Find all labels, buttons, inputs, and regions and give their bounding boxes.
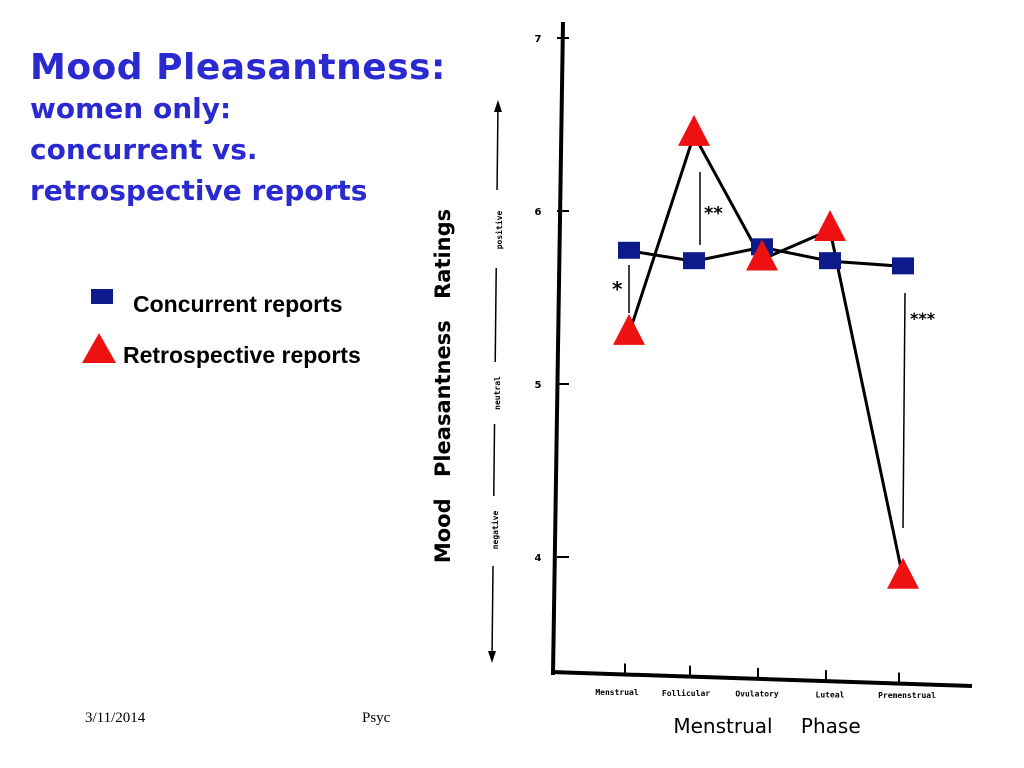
y-tick-label: 5: [535, 380, 542, 391]
anchor-negative-label: negative: [490, 511, 500, 550]
x-axis-label: Menstrual Phase: [673, 714, 860, 738]
x-tick-label: Menstrual: [595, 688, 639, 697]
legend-retrospective-label: Retrospective reports: [123, 342, 361, 368]
y-tick-label: 7: [535, 34, 542, 45]
anchor-scale-arrow-top: [494, 100, 502, 112]
annotation-premenstrual: ***: [910, 309, 936, 328]
difference-arrow-premenstrual: [902, 292, 906, 529]
concurrent-point: [819, 252, 841, 270]
anchor-positive-label: positive: [494, 211, 504, 250]
concurrent-point: [683, 252, 705, 270]
x-tick-label: Luteal: [816, 690, 845, 699]
concurrent-point: [618, 241, 640, 259]
y-tick-label: 6: [535, 207, 542, 218]
concurrent-point: [892, 257, 914, 275]
retrospective-point: [678, 114, 710, 146]
slide-subtitle-line: concurrent vs.: [30, 133, 258, 166]
retrospective-point: [814, 210, 846, 242]
anchor-neutral-label: neutral: [493, 376, 502, 410]
legend-retrospective-marker: [82, 333, 116, 363]
legend-concurrent-marker: [91, 289, 113, 304]
series-line-triangle: [627, 131, 905, 579]
footer-date: 3/11/2014: [85, 710, 146, 726]
x-tick-label: Premenstrual: [878, 691, 936, 700]
anchor-scale-arrow-bottom: [488, 651, 496, 663]
retrospective-point: [887, 557, 919, 589]
x-axis-line: [550, 670, 973, 688]
slide-title: Mood Pleasantness:: [30, 47, 446, 88]
annotation-menstrual: *: [612, 277, 623, 301]
annotation-follicular: **: [704, 203, 723, 224]
legend-concurrent-label: Concurrent reports: [133, 291, 343, 317]
y-axis-label: Mood Pleasantness Ratings: [431, 209, 455, 563]
slide-title-block: Mood Pleasantness: women only: concurren…: [30, 48, 490, 211]
retrospective-point: [746, 239, 778, 271]
footer-course: Psyc: [362, 710, 391, 726]
slide-subtitle-line: women only:: [30, 92, 232, 125]
x-tick-label: Follicular: [662, 688, 710, 698]
x-tick-label: Ovulatory: [735, 690, 779, 699]
y-axis-line: [551, 21, 565, 676]
retrospective-point: [613, 313, 645, 345]
slide-subtitle-line: retrospective reports: [30, 174, 368, 207]
y-tick-label: 4: [535, 553, 542, 564]
